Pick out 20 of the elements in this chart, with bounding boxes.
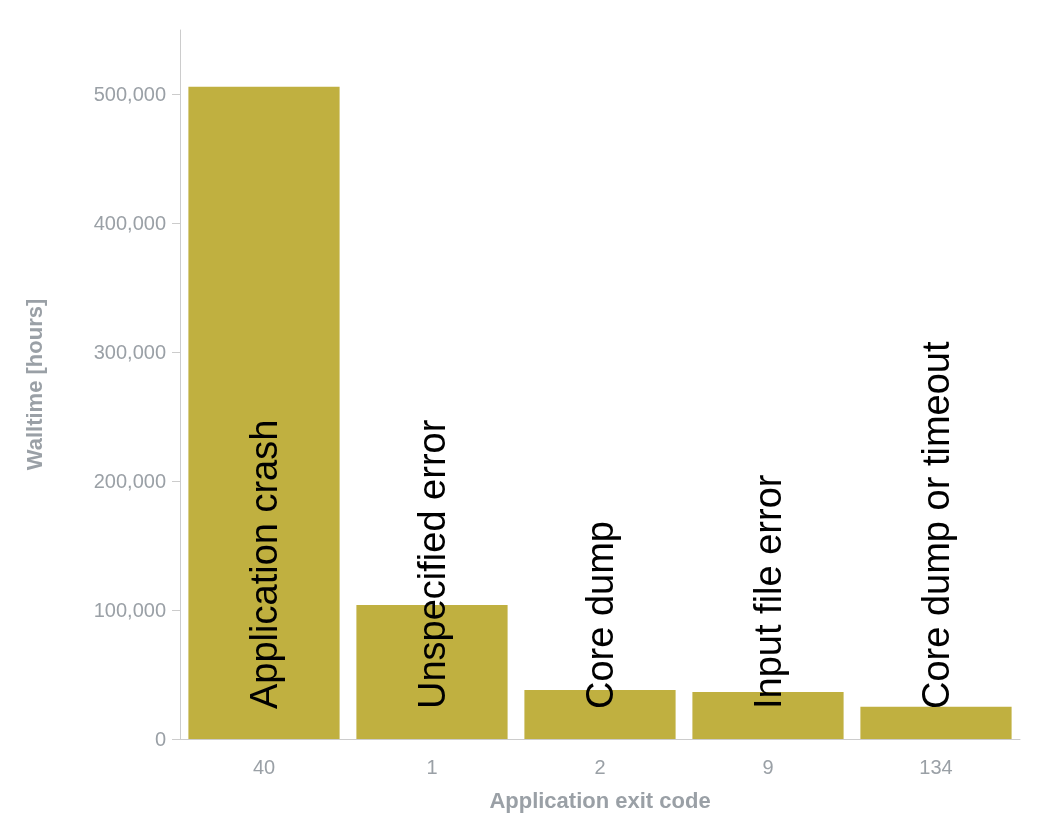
annotation: Unspecified error: [411, 419, 453, 709]
y-tick-label: 300,000: [93, 341, 166, 364]
x-tick-label: 134: [919, 756, 953, 778]
y-tick-label: 500,000: [93, 83, 166, 106]
annotation: Core dump or timeout: [915, 341, 957, 709]
y-tick-label: 0: [154, 728, 166, 750]
y-tick-label: 400,000: [93, 212, 166, 235]
x-tick-label: 2: [594, 756, 606, 778]
x-tick-label: 40: [252, 756, 276, 778]
annotation: Core dump: [579, 521, 621, 709]
y-axis-title: Walltime [hours]: [21, 298, 47, 471]
bar: [188, 86, 340, 739]
y-tick-label: 100,000: [93, 599, 166, 622]
x-tick-label: 1: [426, 756, 438, 778]
x-tick-label: 9: [762, 756, 774, 778]
x-axis-title: Application exit code: [489, 787, 711, 813]
bar: [860, 706, 1012, 739]
y-tick-label: 200,000: [93, 470, 166, 493]
annotation: Input file error: [747, 474, 789, 709]
annotation: Application crash: [243, 419, 285, 709]
